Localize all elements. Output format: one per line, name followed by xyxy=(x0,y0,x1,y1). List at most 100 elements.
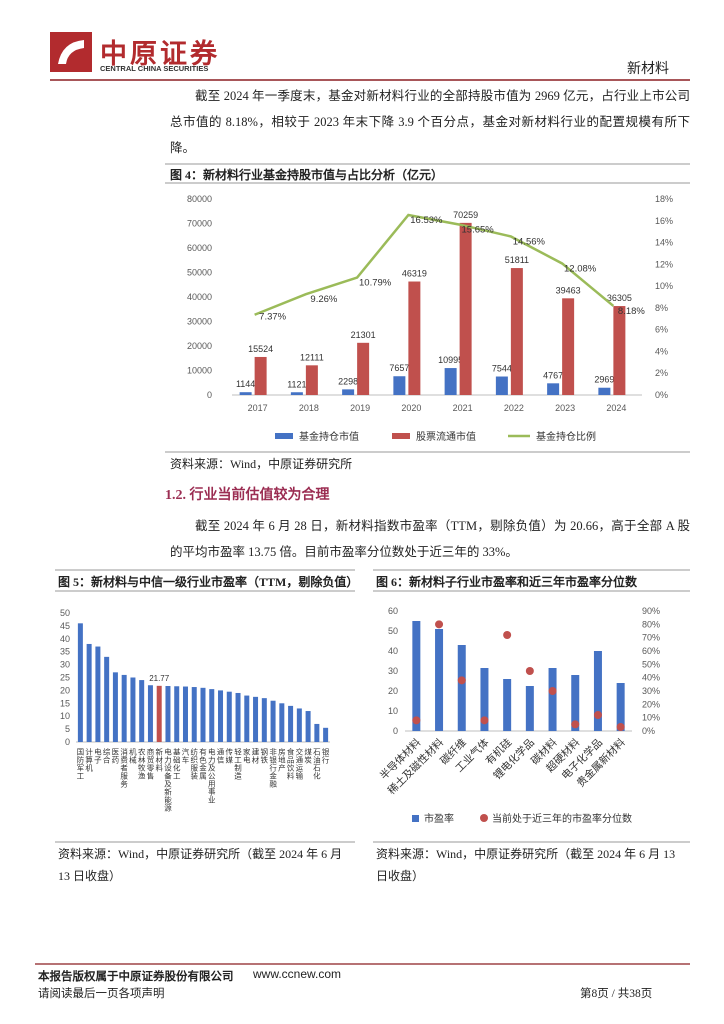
bar xyxy=(209,689,215,742)
x-tick-label: 基础化工 xyxy=(172,747,181,780)
bar xyxy=(593,651,602,731)
x-tick-label: 2024 xyxy=(606,403,626,413)
y2-tick-label: 2% xyxy=(655,368,668,378)
y2-tick-label: 14% xyxy=(655,238,673,248)
bar xyxy=(342,389,355,395)
data-label: 10.79% xyxy=(359,278,392,289)
y-tick-label: 10 xyxy=(388,706,398,716)
y-tick-label: 50000 xyxy=(187,268,212,278)
data-label: 7544 xyxy=(492,364,512,374)
x-tick-label: 机械 xyxy=(128,747,137,765)
y2-tick-label: 70% xyxy=(642,633,660,643)
data-label: 70259 xyxy=(453,210,478,220)
bar xyxy=(305,365,318,395)
paragraph: 截至 2024 年一季度末，基金对新材料行业的全部持股市值为 2969 亿元，占… xyxy=(170,89,690,155)
bar xyxy=(218,690,224,742)
x-tick-label: 电力及公用事业 xyxy=(207,747,216,804)
y2-tick-label: 80% xyxy=(642,619,660,629)
x-tick-label: 食品饮料 xyxy=(286,747,295,781)
bar xyxy=(459,222,472,395)
bar xyxy=(503,679,512,731)
data-label: 9.26% xyxy=(310,294,337,305)
y-tick-label: 10000 xyxy=(187,366,212,376)
y-tick-label: 50 xyxy=(388,626,398,636)
y-tick-label: 15 xyxy=(60,698,70,708)
data-label: 21.77 xyxy=(149,674,170,683)
section-tag: 新材料 xyxy=(627,62,669,77)
x-tick-label: 煤炭 xyxy=(303,747,312,765)
data-label: 12.08% xyxy=(564,263,597,274)
bar xyxy=(613,306,626,395)
figure-title: 图 4：新材料行业基金持股市值与占比分析（亿元） xyxy=(170,168,444,182)
bar xyxy=(495,376,508,395)
y-tick-label: 60000 xyxy=(187,243,212,253)
x-tick-label: 2017 xyxy=(248,403,268,413)
scatter-point xyxy=(457,676,466,685)
x-tick-label: 农林牧渔 xyxy=(137,747,146,780)
data-label: 7.37% xyxy=(259,312,286,323)
x-tick-label: 2021 xyxy=(453,403,473,413)
x-tick-label: 综合 xyxy=(102,747,111,765)
bar xyxy=(279,703,285,742)
y-tick-label: 10 xyxy=(60,711,70,721)
scatter-point xyxy=(412,716,421,725)
bar xyxy=(457,645,466,731)
y2-tick-label: 8% xyxy=(655,303,668,313)
logo-mark xyxy=(58,40,84,64)
bar xyxy=(200,687,206,742)
bar xyxy=(112,672,118,742)
bar xyxy=(305,711,311,742)
y-tick-label: 30 xyxy=(388,666,398,676)
y-tick-label: 20 xyxy=(60,685,70,695)
x-tick-label: 汽车 xyxy=(181,747,190,765)
y2-tick-label: 20% xyxy=(642,699,660,709)
bar xyxy=(393,376,406,395)
data-label: 15.65% xyxy=(462,225,495,236)
data-label: 1121 xyxy=(287,379,306,389)
bar xyxy=(104,656,110,742)
data-label: 51811 xyxy=(505,255,529,265)
bar xyxy=(165,686,171,742)
legend-label: 基金持仓市值 xyxy=(299,430,359,443)
y-tick-label: 0 xyxy=(393,726,398,736)
bar xyxy=(480,668,489,731)
y2-tick-label: 4% xyxy=(655,346,668,356)
bar xyxy=(235,692,241,742)
bar xyxy=(86,643,92,742)
x-tick-label: 电子 xyxy=(93,747,102,764)
y-tick-label: 30 xyxy=(60,660,70,670)
bar xyxy=(174,686,180,742)
data-label: 4767 xyxy=(543,370,563,380)
x-tick-label: 医药 xyxy=(111,748,120,765)
x-tick-label: 家电 xyxy=(242,747,251,764)
legend-swatch xyxy=(275,433,293,439)
data-label: 2969 xyxy=(594,375,614,385)
bar xyxy=(121,674,127,742)
bar xyxy=(616,683,625,731)
bar xyxy=(548,668,557,731)
bar xyxy=(314,723,320,742)
y2-tick-label: 60% xyxy=(642,646,660,656)
data-label: 14.56% xyxy=(513,236,546,247)
y-tick-label: 40 xyxy=(60,634,70,644)
bar xyxy=(288,705,294,742)
bar xyxy=(239,392,252,395)
x-tick-label: 银行 xyxy=(321,748,330,765)
y2-tick-label: 0% xyxy=(655,390,668,400)
bar xyxy=(571,675,580,731)
footer-page: 第8页 / 共38页 xyxy=(580,988,653,1000)
figure-source: 资料来源：Wind，中原证券研究所（截至 2024 年 6 月 13 日收盘） xyxy=(58,847,343,883)
bar xyxy=(412,621,421,731)
company-name: 中原证券 xyxy=(100,39,220,69)
bar xyxy=(562,298,575,395)
bar xyxy=(270,700,276,742)
legend-label: 当前处于近三年的市盈率分位数 xyxy=(492,812,632,825)
y-tick-label: 45 xyxy=(60,621,70,631)
x-tick-label: 消费者服务 xyxy=(119,747,128,789)
data-label: 1144 xyxy=(236,379,255,389)
bar xyxy=(261,698,267,742)
y2-tick-label: 16% xyxy=(655,216,673,226)
x-tick-label: 计算机 xyxy=(84,747,93,773)
bar xyxy=(525,686,534,731)
